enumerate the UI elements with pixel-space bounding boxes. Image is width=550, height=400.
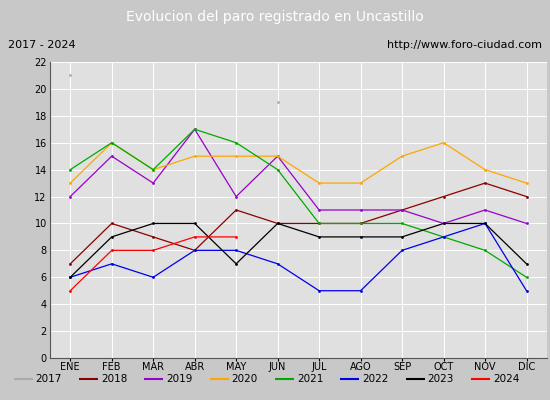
Text: 2021: 2021 [297,374,323,384]
Text: 2017 - 2024: 2017 - 2024 [8,40,76,50]
Text: 2023: 2023 [427,374,454,384]
Text: 2022: 2022 [362,374,388,384]
Text: http://www.foro-ciudad.com: http://www.foro-ciudad.com [387,40,542,50]
Text: 2024: 2024 [493,374,519,384]
Text: 2017: 2017 [35,374,62,384]
Text: Evolucion del paro registrado en Uncastillo: Evolucion del paro registrado en Uncasti… [126,10,424,24]
Text: 2018: 2018 [101,374,127,384]
Text: 2019: 2019 [166,374,192,384]
Text: 2020: 2020 [232,374,258,384]
